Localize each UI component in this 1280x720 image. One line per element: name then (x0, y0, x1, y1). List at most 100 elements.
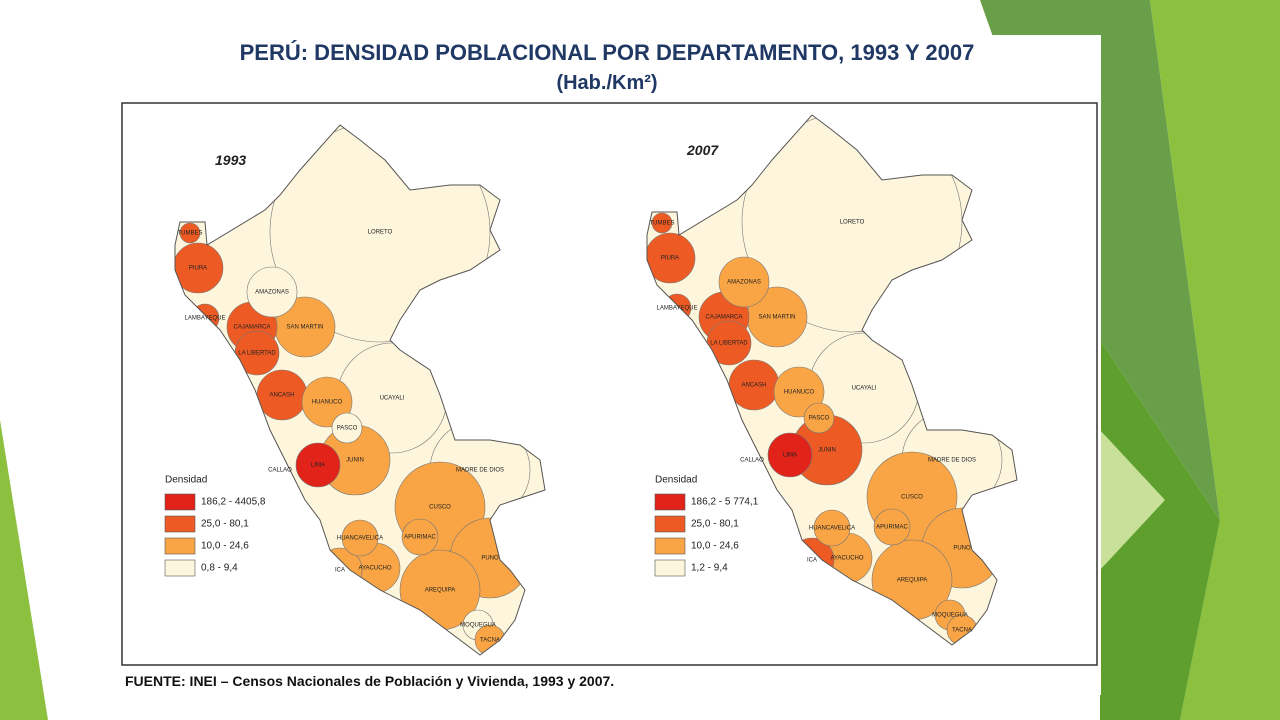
department-label: MADRE DE DIOS (928, 458, 976, 464)
legend-label: 1,2 - 9,4 (691, 563, 728, 574)
department-area (873, 508, 911, 546)
department-label: AREQUIPA (897, 578, 928, 584)
department-label: MOQUEGUA (460, 623, 496, 629)
legend-label: 186,2 - 4405,8 (201, 497, 266, 508)
map-year: 1993 (215, 152, 246, 168)
legend-swatch (164, 493, 196, 511)
department-label: TUMBES (649, 221, 674, 227)
department-label: PIURA (661, 256, 679, 262)
department-label: CALLAO (740, 458, 764, 464)
legend-swatch (164, 537, 196, 555)
department-label: ANCASH (741, 383, 766, 389)
department-area (773, 366, 825, 418)
department-label: CUSCO (429, 505, 451, 511)
department-label: LA LIBERTAD (710, 341, 748, 347)
legend-swatch (164, 559, 196, 577)
department-label: LORETO (840, 220, 865, 226)
decor (1100, 430, 1165, 570)
department-label: LA LIBERTAD (238, 351, 276, 357)
department-label: TACNA (952, 628, 972, 634)
department-area (341, 519, 379, 557)
country-border (646, 114, 1018, 646)
country-border (174, 124, 546, 656)
department-label: MADRE DE DIOS (456, 468, 504, 474)
subtitle: (Hab./Km²) (556, 72, 657, 94)
legend-label: 186,2 - 5 774,1 (691, 497, 759, 508)
department-area (179, 222, 201, 244)
department-label: JUNIN (818, 448, 836, 454)
legend-label: 10,0 - 24,6 (201, 541, 249, 552)
department-label: LAMBAYEQUE (185, 316, 226, 322)
department-area (295, 442, 341, 488)
map-year: 2007 (686, 142, 719, 158)
legend-swatch (654, 537, 686, 555)
legend-title: Densidad (165, 475, 207, 486)
department-label: AYACUCHO (358, 566, 391, 572)
department-label: PIURA (189, 266, 207, 272)
department-label: PASCO (337, 426, 358, 432)
source: FUENTE: INEI – Censos Nacionales de Pobl… (125, 673, 614, 689)
department-label: LIMA (311, 463, 325, 469)
department-label: ANCASH (269, 393, 294, 399)
legend-swatch (654, 559, 686, 577)
department-label: APURIMAC (876, 525, 908, 531)
department-label: PASCO (809, 416, 830, 422)
legend-swatch (164, 515, 196, 533)
department-label: UCAYALI (380, 396, 405, 402)
department-label: JUNIN (346, 458, 364, 464)
map: TUMBES PIURA LAMBAYEQUE CAJAMARCA AMAZONAS SA… (164, 124, 546, 656)
department-label: AMAZONAS (255, 290, 289, 296)
department-label: ICA (807, 558, 817, 564)
department-label: CALLAO (268, 468, 292, 474)
department-label: SAN MARTIN (759, 315, 796, 321)
department-label: HUANUCO (784, 390, 815, 396)
legend-title: Densidad (655, 475, 697, 486)
department-area (651, 212, 673, 234)
department-label: LIMA (783, 453, 797, 459)
department-area (175, 242, 224, 294)
department-area (813, 509, 851, 547)
decor (1100, 340, 1220, 720)
department-label: APURIMAC (404, 535, 436, 541)
legend-swatch (654, 493, 686, 511)
department-label: HUANCAVELICA (809, 526, 855, 532)
department-label: ICA (335, 568, 345, 574)
department-label: CUSCO (901, 495, 923, 501)
department-label: CAJAMARCA (705, 315, 742, 321)
department-area (767, 432, 813, 478)
department-label: PUNO (481, 556, 499, 562)
legend-label: 25,0 - 80,1 (201, 519, 249, 530)
decor (1150, 0, 1280, 720)
department-label: HUANCAVELICA (337, 536, 383, 542)
department-area (401, 518, 439, 556)
legend-label: 10,0 - 24,6 (691, 541, 739, 552)
department-label: AYACUCHO (830, 556, 863, 562)
departments (175, 125, 531, 655)
department-label: PUNO (953, 546, 971, 552)
department-label: MOQUEGUA (932, 613, 968, 619)
department-label: LORETO (368, 230, 393, 236)
department-label: AREQUIPA (425, 588, 456, 594)
department-label: CAJAMARCA (233, 325, 270, 331)
department-area (718, 256, 770, 308)
department-label: SAN MARTIN (287, 325, 324, 331)
legend-label: 0,8 - 9,4 (201, 563, 238, 574)
legend-swatch (654, 515, 686, 533)
map: TUMBES PIURA LAMBAYEQUE CAJAMARCA AMAZONAS SA… (646, 114, 1018, 646)
department-label: AMAZONAS (727, 280, 761, 286)
title: PERÚ: DENSIDAD POBLACIONAL POR DEPARTAME… (240, 40, 975, 65)
department-label: TUMBES (177, 231, 202, 237)
department-area (331, 412, 363, 444)
department-area (246, 266, 298, 318)
legend-label: 25,0 - 80,1 (691, 519, 739, 530)
department-label: LAMBAYEQUE (657, 306, 698, 312)
department-label: TACNA (480, 638, 500, 644)
department-label: UCAYALI (852, 386, 877, 392)
department-area (803, 402, 835, 434)
department-area (647, 232, 696, 284)
decor (0, 420, 48, 720)
department-label: HUANUCO (312, 400, 343, 406)
department-area (301, 376, 353, 428)
